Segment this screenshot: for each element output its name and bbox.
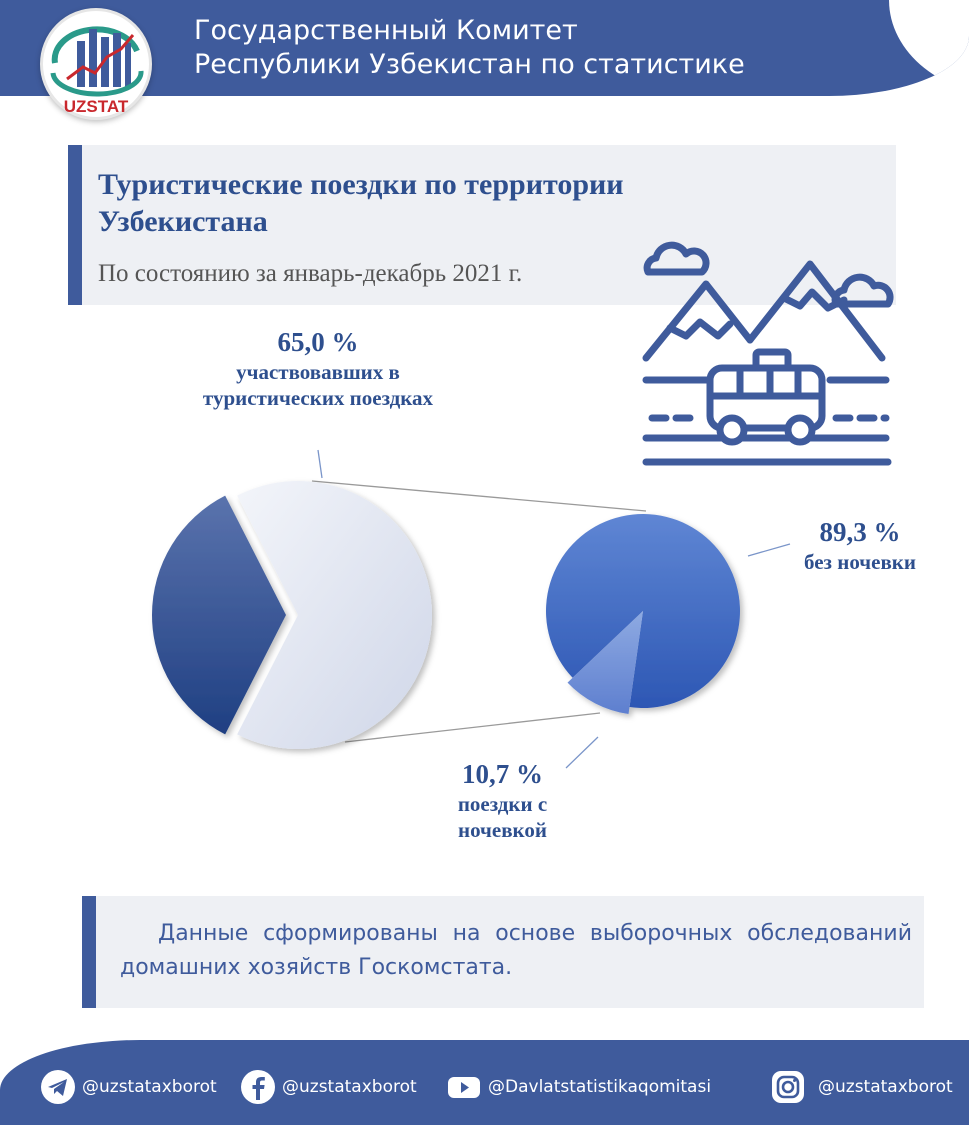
- instagram-handle: @uzstataxborot: [818, 1077, 953, 1097]
- label-overnight-desc: поездки с ночевкой: [457, 792, 548, 842]
- youtube-link[interactable]: @Davlatstatistikaqomitasi: [446, 1068, 711, 1106]
- logo-text: UZSTAT: [63, 97, 129, 116]
- label-no-overnight: 89,3 % без ночевки: [770, 515, 950, 575]
- telegram-icon: [41, 1070, 75, 1104]
- pie-slice-overnight: [567, 611, 643, 714]
- header-title: Государственный Комитет Республики Узбек…: [194, 14, 745, 82]
- connector-line-bottom: [344, 712, 601, 743]
- label-overnight: 10,7 % поездки с ночевкой: [420, 757, 585, 843]
- youtube-icon: [448, 1077, 480, 1098]
- facebook-handle: @uzstataxborot: [282, 1077, 417, 1097]
- footer-band: [0, 1040, 969, 1125]
- pie-chart: [151, 449, 791, 769]
- note-text: Данные сформированы на основе выборочных…: [120, 921, 912, 980]
- leader-line-a: [317, 449, 323, 479]
- title-panel: [68, 145, 896, 305]
- facebook-icon: [241, 1070, 275, 1104]
- label-participated-value: 65,0 %: [277, 327, 359, 357]
- youtube-handle: @Davlatstatistikaqomitasi: [488, 1077, 712, 1097]
- header-band: [0, 0, 969, 96]
- instagram-link[interactable]: @uzstataxborot: [770, 1068, 953, 1106]
- note-panel: [82, 896, 924, 1008]
- label-overnight-value: 10,7 %: [462, 759, 543, 789]
- label-participated-desc: участвовавших в туристических поездках: [202, 360, 434, 410]
- header-title-line2: Республики Узбекистан по статистике: [194, 49, 745, 80]
- label-participated: 65,0 % участвовавших в туристических пое…: [196, 325, 440, 411]
- instagram-icon: [772, 1071, 804, 1103]
- connector-line-top: [311, 480, 647, 512]
- facebook-link[interactable]: @uzstataxborot: [240, 1068, 417, 1106]
- page-title: Туристические поездки по территории Узбе…: [98, 168, 624, 238]
- pie-slice-participated: [237, 480, 432, 749]
- leader-line-c: [565, 736, 599, 769]
- logo-bars-icon: [50, 26, 144, 97]
- label-no-overnight-value: 89,3 %: [819, 517, 901, 547]
- telegram-handle: @uzstataxborot: [82, 1077, 217, 1097]
- pie-slice-not-participated: [151, 495, 286, 735]
- telegram-link[interactable]: @uzstataxborot: [40, 1068, 217, 1106]
- header-title-line1: Государственный Комитет: [194, 15, 578, 46]
- label-no-overnight-desc: без ночевки: [804, 550, 916, 574]
- uzstat-logo: UZSTAT: [40, 8, 152, 120]
- pie-slice-no-overnight: [545, 514, 740, 709]
- leader-line-b: [747, 543, 791, 557]
- mountain-bus-icon: [642, 241, 894, 466]
- page-subtitle: По состоянию за январь-декабрь 2021 г.: [98, 260, 523, 287]
